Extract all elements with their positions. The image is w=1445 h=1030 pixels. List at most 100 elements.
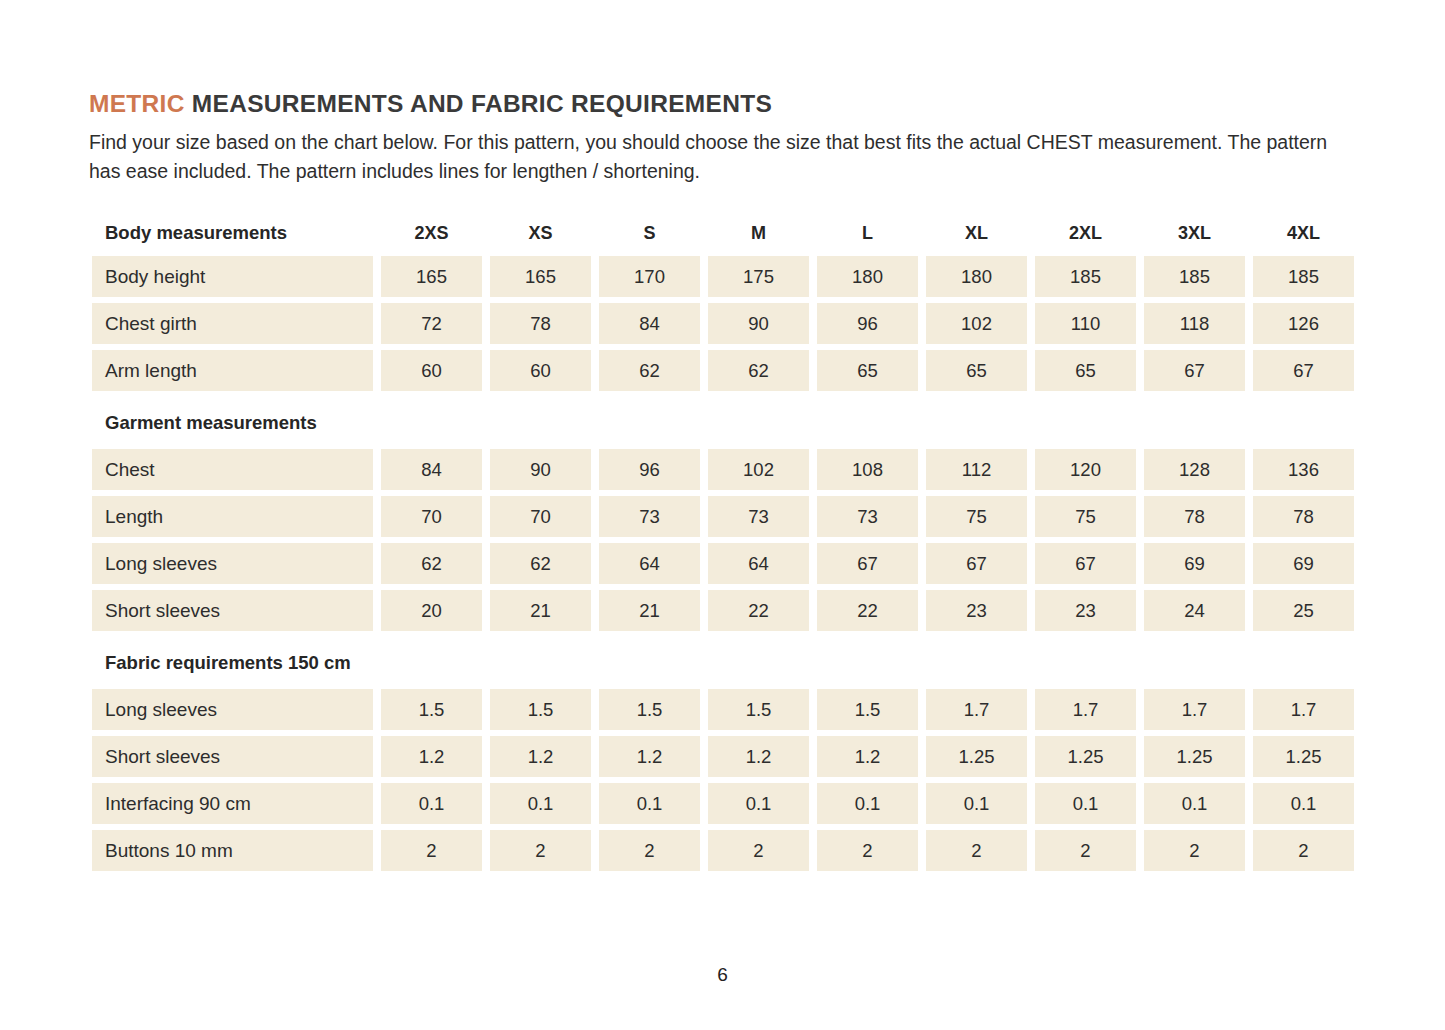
value-cell: 70: [490, 496, 591, 537]
value-cell: 90: [708, 303, 809, 344]
value-cell: 1.7: [1035, 689, 1136, 730]
table-row: Long sleeves626264646767676969: [92, 543, 1354, 584]
value-cell: 185: [1035, 256, 1136, 297]
value-cell: 112: [926, 449, 1027, 490]
table-row: Body height165165170175180180185185185: [92, 256, 1354, 297]
value-cell: 165: [381, 256, 482, 297]
value-cell: 2: [381, 830, 482, 871]
value-cell: 96: [817, 303, 918, 344]
section-title: Body measurements: [92, 222, 373, 244]
value-cell: 118: [1144, 303, 1245, 344]
value-cell: 64: [599, 543, 700, 584]
value-cell: 21: [490, 590, 591, 631]
section-title: Garment measurements: [92, 412, 373, 434]
value-cell: 0.1: [926, 783, 1027, 824]
value-cell: 65: [817, 350, 918, 391]
value-cell: 22: [817, 590, 918, 631]
value-cell: 170: [599, 256, 700, 297]
value-cell: 180: [817, 256, 918, 297]
value-cell: 1.5: [381, 689, 482, 730]
value-cell: 23: [926, 590, 1027, 631]
value-cell: 185: [1144, 256, 1245, 297]
value-cell: 62: [490, 543, 591, 584]
table-row: Short sleeves1.21.21.21.21.21.251.251.25…: [92, 736, 1354, 777]
row-label: Arm length: [92, 350, 373, 391]
value-cell: 73: [599, 496, 700, 537]
value-cell: 2: [599, 830, 700, 871]
title-highlight: METRIC: [89, 90, 185, 117]
value-cell: 96: [599, 449, 700, 490]
value-cell: 2: [708, 830, 809, 871]
value-cell: 23: [1035, 590, 1136, 631]
value-cell: 102: [926, 303, 1027, 344]
table-row: Arm length606062626565656767: [92, 350, 1354, 391]
value-cell: 2: [817, 830, 918, 871]
value-cell: 1.25: [926, 736, 1027, 777]
size-column-header: 4XL: [1253, 223, 1354, 244]
value-cell: 0.1: [1253, 783, 1354, 824]
value-cell: 0.1: [817, 783, 918, 824]
value-cell: 1.7: [926, 689, 1027, 730]
value-cell: 72: [381, 303, 482, 344]
value-cell: 24: [1144, 590, 1245, 631]
value-cell: 75: [926, 496, 1027, 537]
value-cell: 1.5: [817, 689, 918, 730]
value-cell: 90: [490, 449, 591, 490]
size-column-header: L: [817, 223, 918, 244]
row-label: Body height: [92, 256, 373, 297]
row-label: Length: [92, 496, 373, 537]
value-cell: 110: [1035, 303, 1136, 344]
size-column-header: M: [708, 223, 809, 244]
value-cell: 120: [1035, 449, 1136, 490]
value-cell: 60: [490, 350, 591, 391]
table-row: Interfacing 90 cm0.10.10.10.10.10.10.10.…: [92, 783, 1354, 824]
value-cell: 1.5: [708, 689, 809, 730]
value-cell: 84: [599, 303, 700, 344]
value-cell: 0.1: [1035, 783, 1136, 824]
value-cell: 67: [1253, 350, 1354, 391]
size-column-header: XL: [926, 223, 1027, 244]
value-cell: 2: [926, 830, 1027, 871]
value-cell: 1.25: [1035, 736, 1136, 777]
page-content: METRIC MEASUREMENTS AND FABRIC REQUIREME…: [0, 0, 1445, 871]
value-cell: 136: [1253, 449, 1354, 490]
value-cell: 1.25: [1253, 736, 1354, 777]
value-cell: 1.2: [490, 736, 591, 777]
value-cell: 102: [708, 449, 809, 490]
measurement-table: Body measurements2XSXSSMLXL2XL3XL4XLBody…: [92, 210, 1354, 871]
value-cell: 70: [381, 496, 482, 537]
value-cell: 1.5: [490, 689, 591, 730]
page-number: 6: [0, 964, 1445, 986]
row-label: Interfacing 90 cm: [92, 783, 373, 824]
size-column-header: 3XL: [1144, 223, 1245, 244]
value-cell: 69: [1253, 543, 1354, 584]
row-label: Long sleeves: [92, 689, 373, 730]
value-cell: 0.1: [599, 783, 700, 824]
value-cell: 73: [708, 496, 809, 537]
value-cell: 84: [381, 449, 482, 490]
value-cell: 185: [1253, 256, 1354, 297]
page-title: METRIC MEASUREMENTS AND FABRIC REQUIREME…: [89, 90, 1355, 118]
intro-text: Find your size based on the chart below.…: [89, 128, 1334, 185]
value-cell: 78: [490, 303, 591, 344]
row-label: Short sleeves: [92, 590, 373, 631]
value-cell: 25: [1253, 590, 1354, 631]
value-cell: 22: [708, 590, 809, 631]
value-cell: 20: [381, 590, 482, 631]
value-cell: 0.1: [490, 783, 591, 824]
value-cell: 128: [1144, 449, 1245, 490]
value-cell: 2: [1253, 830, 1354, 871]
value-cell: 1.7: [1253, 689, 1354, 730]
value-cell: 175: [708, 256, 809, 297]
section-header-row: Body measurements2XSXSSMLXL2XL3XL4XL: [92, 210, 1354, 256]
value-cell: 62: [381, 543, 482, 584]
value-cell: 67: [926, 543, 1027, 584]
value-cell: 1.5: [599, 689, 700, 730]
value-cell: 180: [926, 256, 1027, 297]
section-title: Fabric requirements 150 cm: [92, 652, 373, 674]
value-cell: 67: [1035, 543, 1136, 584]
value-cell: 73: [817, 496, 918, 537]
value-cell: 65: [926, 350, 1027, 391]
value-cell: 0.1: [381, 783, 482, 824]
value-cell: 78: [1144, 496, 1245, 537]
